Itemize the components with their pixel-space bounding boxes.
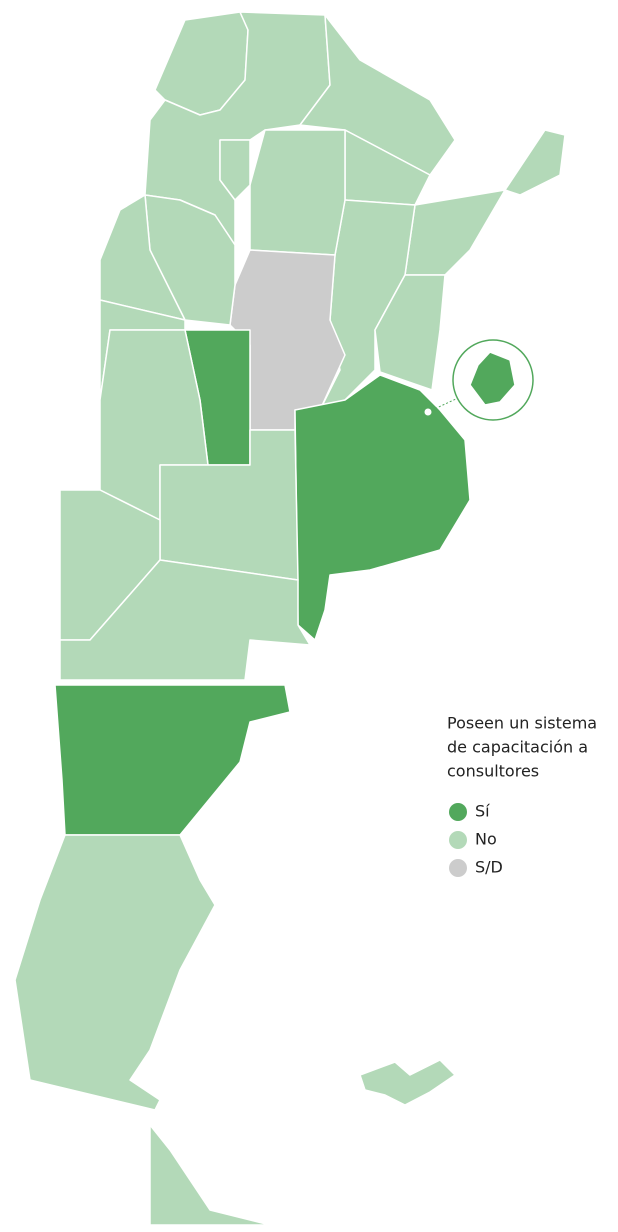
province — [374, 274, 446, 391]
province — [149, 1124, 271, 1226]
legend-swatch — [449, 803, 467, 821]
province — [54, 684, 291, 836]
provinces — [14, 11, 566, 1226]
province — [14, 834, 216, 1111]
legend-title: Poseen un sistema — [447, 714, 597, 733]
province — [249, 129, 346, 256]
inset-dot — [423, 407, 433, 417]
legend-title: consultores — [447, 762, 539, 781]
province — [59, 559, 311, 681]
province — [219, 139, 251, 201]
inset-leader — [427, 397, 459, 413]
province — [469, 351, 516, 406]
province — [504, 129, 566, 196]
legend-title: de capacitación a — [447, 738, 588, 757]
legend-label: No — [475, 830, 497, 849]
province — [359, 1059, 456, 1106]
legend-label: Sí — [475, 802, 490, 821]
legend-swatch — [449, 831, 467, 849]
legend-label: S/D — [475, 858, 503, 877]
legend-swatch — [449, 859, 467, 877]
province — [404, 189, 506, 276]
province — [294, 374, 471, 641]
